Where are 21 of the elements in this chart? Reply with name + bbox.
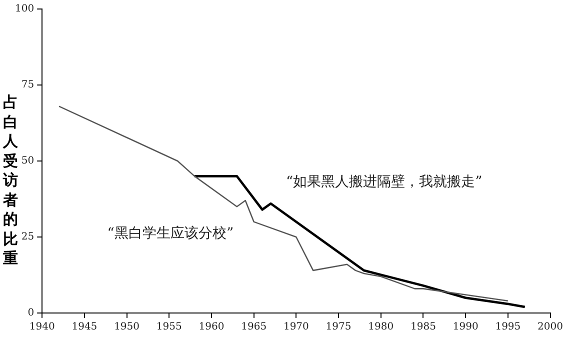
- y-tick-label: 75: [21, 80, 34, 91]
- series-label: “黑白学生应该分校”: [107, 226, 234, 242]
- y-tick-label: 50: [21, 156, 34, 167]
- series-label: “如果黑人搬进隔壁，我就搬走”: [286, 174, 482, 190]
- x-tick-label: 1985: [410, 322, 436, 333]
- x-tick-label: 1995: [495, 322, 521, 333]
- x-tick-label: 1955: [156, 322, 182, 333]
- text: 占白人受访者的比重: [3, 94, 18, 267]
- x-tick-label: 1960: [198, 322, 224, 333]
- x-tick-label: 1970: [283, 322, 309, 333]
- x-tick-label: 1965: [241, 322, 267, 333]
- x-tick-label: 1940: [29, 322, 55, 333]
- y-tick-label: 100: [14, 4, 34, 15]
- x-tick-label: 2000: [538, 322, 563, 333]
- x-tick-label: 1950: [114, 322, 140, 333]
- y-tick-label: 25: [21, 232, 34, 243]
- x-tick-label: 1945: [72, 322, 98, 333]
- x-tick-label: 1990: [452, 322, 478, 333]
- x-tick-label: 1975: [326, 322, 352, 333]
- x-tick-label: 1980: [368, 322, 394, 333]
- y-tick-label: 0: [28, 308, 34, 319]
